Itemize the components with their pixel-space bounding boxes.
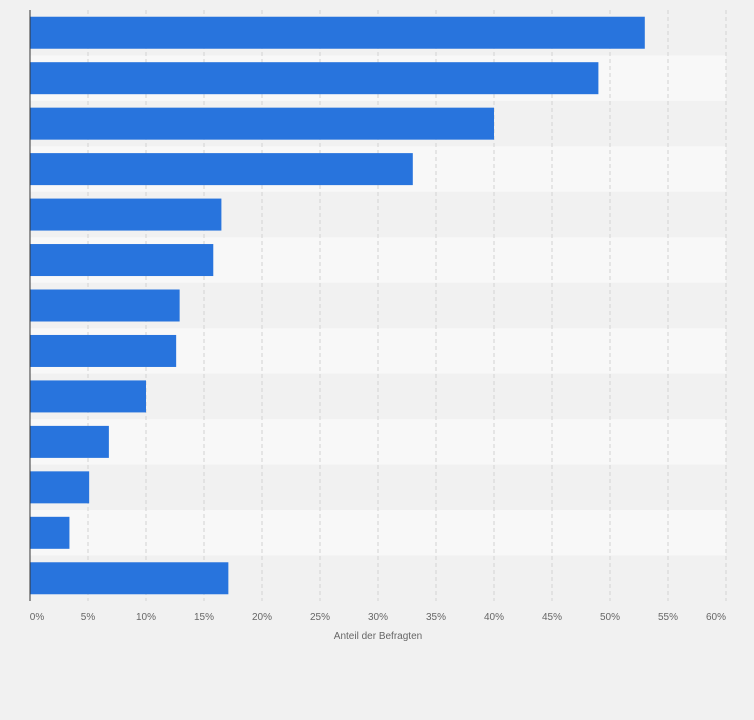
bar[interactable] [30, 289, 180, 322]
x-tick-label: 35% [426, 612, 446, 623]
bar[interactable] [30, 562, 229, 595]
x-tick-label: 55% [658, 612, 678, 623]
x-tick-label: 15% [194, 612, 214, 623]
bar[interactable] [30, 244, 214, 277]
x-tick-label: 25% [310, 612, 330, 623]
x-tick-label: 50% [600, 612, 620, 623]
x-tick-label: 5% [81, 612, 96, 623]
bar[interactable] [30, 198, 222, 231]
bar[interactable] [30, 471, 90, 504]
x-axis-title: Anteil der Befragten [334, 631, 422, 642]
x-tick-label: 30% [368, 612, 388, 623]
bar[interactable] [30, 16, 645, 49]
bar[interactable] [30, 425, 109, 458]
x-tick-label: 20% [252, 612, 272, 623]
x-tick-label: 0% [30, 612, 45, 623]
bar[interactable] [30, 62, 599, 95]
bar[interactable] [30, 153, 413, 186]
x-tick-label: 40% [484, 612, 504, 623]
x-tick-label: 10% [136, 612, 156, 623]
x-tick-label: 60% [706, 612, 726, 623]
bar[interactable] [30, 380, 146, 413]
bar[interactable] [30, 107, 494, 140]
bars [30, 16, 645, 595]
bar[interactable] [30, 516, 70, 549]
x-tick-label: 45% [542, 612, 562, 623]
bar[interactable] [30, 334, 177, 367]
x-tick-labels: 0% 5% 10% 15% 20% 25% 30% 35% 40% 45% 50% 55% 60% [30, 612, 726, 623]
